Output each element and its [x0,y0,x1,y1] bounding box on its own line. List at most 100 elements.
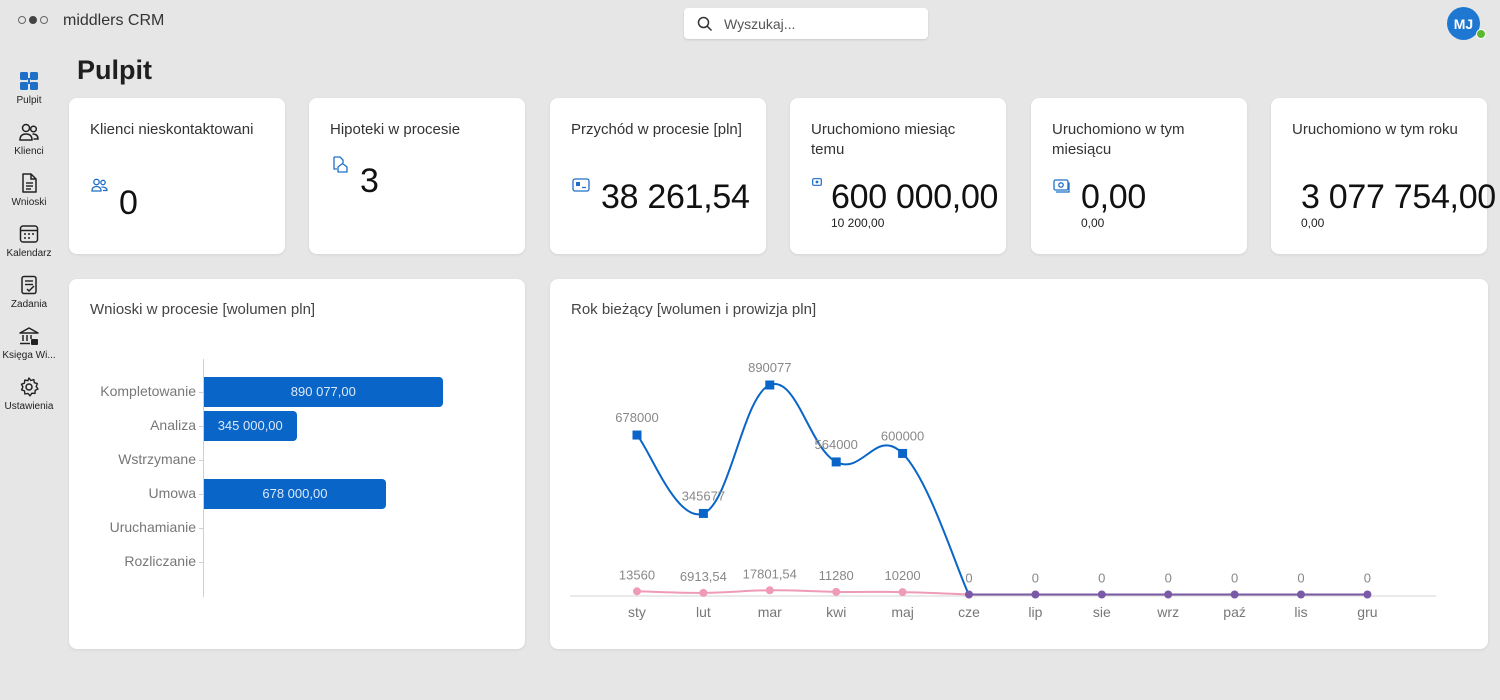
kpi-subvalue: 0,00 [1301,216,1325,230]
volume-line-series [636,383,970,596]
commission-point[interactable] [898,588,907,597]
commission-point[interactable] [765,586,774,595]
kpi-card-mortgages-in-process[interactable]: Hipoteki w procesie 3 [309,98,525,254]
sidebar-item-label: Kalendarz [6,248,52,259]
bar-category-label: Uruchamianie [109,519,196,535]
kpi-title: Hipoteki w procesie [330,121,461,138]
sidebar-item-zadania[interactable]: Zadania [0,268,58,319]
money-icon [1053,179,1070,193]
volume-data-label: 564000 [815,437,858,452]
commission-data-label: 6913,54 [680,569,727,584]
commission-point[interactable] [965,590,973,599]
bar-category-label: Umowa [148,485,196,501]
app-name: middlers CRM [63,12,165,29]
volume-data-label: 600000 [881,428,924,443]
commission-data-label: 11280 [819,568,854,583]
commission-data-label: 13560 [619,567,655,582]
bar-category-label: Wstrzymane [118,451,196,467]
search-box[interactable] [684,8,928,39]
gear-icon [20,377,39,397]
volume-data-label: 678000 [615,410,658,425]
sidebar-item-label: Wnioski [11,197,47,208]
commission-point[interactable] [832,587,841,596]
kpi-title: Uruchomiono w tym miesiącu [1052,121,1185,158]
bar-value-label: 678 000,00 [262,486,328,501]
x-tick-label: lis [1294,604,1307,620]
sidebar-item-klienci[interactable]: Klienci [0,115,58,166]
app-menu-icon[interactable] [18,16,48,24]
kpi-card-launched-this-year[interactable]: Uruchomiono w tym roku 3 077 754,00 0,00 [1271,98,1496,254]
x-tick-label: lut [696,604,711,620]
kpi-value: 3 [360,162,379,200]
kpi-card-revenue-in-process[interactable]: Przychód w procesie [pln] 38 261,54 [550,98,766,254]
volume-data-label: 890077 [748,360,791,375]
avatar[interactable]: MJ [1447,7,1480,40]
page-title: Pulpit [77,55,152,85]
bar-category-label: Kompletowanie [100,383,196,399]
volume-point[interactable] [831,457,841,467]
volume-point[interactable] [698,508,708,518]
calendar-icon [19,225,39,243]
kpi-title: Uruchomiono miesiąc temu [811,121,956,158]
commission-data-label: 0 [1297,571,1304,586]
commission-point[interactable] [1363,590,1372,599]
sidebar-item-ustawienia[interactable]: Ustawienia [0,370,58,421]
commission-point[interactable] [1230,590,1239,599]
commission-data-label: 17801,54 [743,566,797,581]
line-chart: 13560 6913,54 17801,54 11280 10200 0 0 0 0 0 0 0 678… [570,360,1436,620]
kpi-value: 600 000,00 [831,178,999,216]
line-chart-panel: Rok bieżący [wolumen i prowizja pln] 135… [550,279,1488,649]
x-tick-label: wrz [1156,604,1179,620]
kpi-card-uncontacted-clients[interactable]: Klienci nieskontaktowani 0 [69,98,285,254]
x-tick-label: maj [891,604,914,620]
volume-data-label: 345677 [682,488,725,503]
bar-chart-panel: Wnioski w procesie [wolumen pln] Komplet… [69,279,525,649]
bar-category-label: Analiza [150,417,196,433]
kpi-subvalue: 10 200,00 [831,216,885,230]
x-tick-label: sty [628,604,646,620]
people-icon [91,178,108,192]
kpi-subvalue: 0,00 [1081,216,1105,230]
document-icon [22,173,37,193]
kpi-card-launched-last-month[interactable]: Uruchomiono miesiąc temu 600 000,00 10 2… [790,98,1006,254]
bar-value-label: 890 077,00 [290,384,356,399]
bar-axis-tick [199,460,203,461]
volume-point[interactable] [898,448,908,458]
kpi-value: 3 077 754,00 [1301,178,1496,216]
commission-line-series [636,589,970,596]
volume-point[interactable] [765,380,775,390]
commission-data-label: 0 [1032,571,1039,586]
payment-card-icon [572,178,590,192]
bank-icon [19,327,39,345]
sidebar-item-wnioski[interactable]: Wnioski [0,166,58,217]
bar-value-label: 345 000,00 [217,418,283,433]
sidebar-item-pulpit[interactable]: Pulpit [0,64,58,115]
bar-kompletowanie[interactable] [204,377,443,407]
x-tick-label: cze [958,604,980,620]
kpi-value: 38 261,54 [601,178,750,216]
commission-point[interactable] [1097,590,1106,599]
commission-point[interactable] [699,588,708,597]
money-icon [812,178,822,186]
kpi-card-launched-this-month[interactable]: Uruchomiono w tym miesiącu 0,00 0,00 [1031,98,1247,254]
sidebar-item-kalendarz[interactable]: Kalendarz [0,217,58,268]
panel-title: Rok bieżący [wolumen i prowizja pln] [571,301,817,318]
commission-point[interactable] [1164,590,1173,599]
bar-umowa[interactable] [204,479,386,509]
bar-analiza[interactable] [204,411,297,441]
search-input[interactable] [724,13,914,34]
x-tick-label: mar [758,604,782,620]
commission-data-label: 10200 [885,568,921,583]
people-icon [19,123,39,141]
sidebar-item-ksiega[interactable]: Księga Wi... [0,319,58,370]
commission-point[interactable] [1297,590,1305,599]
house-document-icon [333,156,348,173]
commission-point[interactable] [633,587,641,596]
commission-data-label: 0 [965,571,972,586]
bar-axis-tick [199,494,203,495]
sidebar-item-label: Klienci [14,146,44,157]
dashboard-icon [20,72,38,90]
commission-point[interactable] [1031,590,1040,599]
top-bar: middlers CRM MJ [0,0,1500,44]
volume-point[interactable] [632,430,642,440]
